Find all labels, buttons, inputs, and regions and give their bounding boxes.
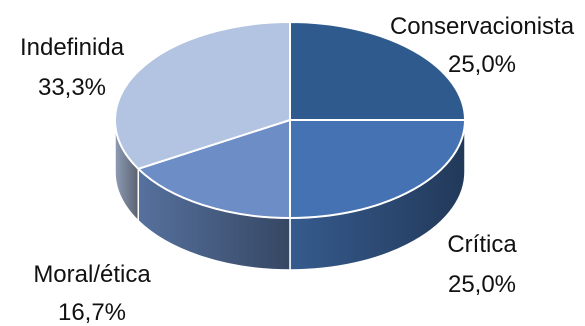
pie-slice-conservacionista bbox=[289, 20, 467, 121]
slice-value-critica: 25,0% bbox=[448, 271, 516, 298]
slice-label-indefinida: Indefinida bbox=[20, 34, 125, 61]
pie-labels: Conservacionista 25,0% Crítica 25,0% Moral/é… bbox=[20, 13, 575, 326]
pie-slice-critica bbox=[289, 119, 467, 220]
slice-value-indefinida: 33,3% bbox=[38, 74, 106, 101]
slice-value-moral-etica: 16,7% bbox=[58, 299, 126, 326]
slice-label-critica: Crítica bbox=[447, 231, 517, 258]
pie-slice-moral-etica bbox=[136, 118, 291, 220]
pie-slice-indefinida bbox=[114, 20, 291, 170]
slice-label-moral-etica: Moral/ética bbox=[33, 261, 151, 288]
pie-tops bbox=[114, 20, 467, 220]
slice-label-conservacionista: Conservacionista bbox=[390, 13, 575, 40]
slice-value-conservacionista: 25,0% bbox=[448, 51, 516, 78]
